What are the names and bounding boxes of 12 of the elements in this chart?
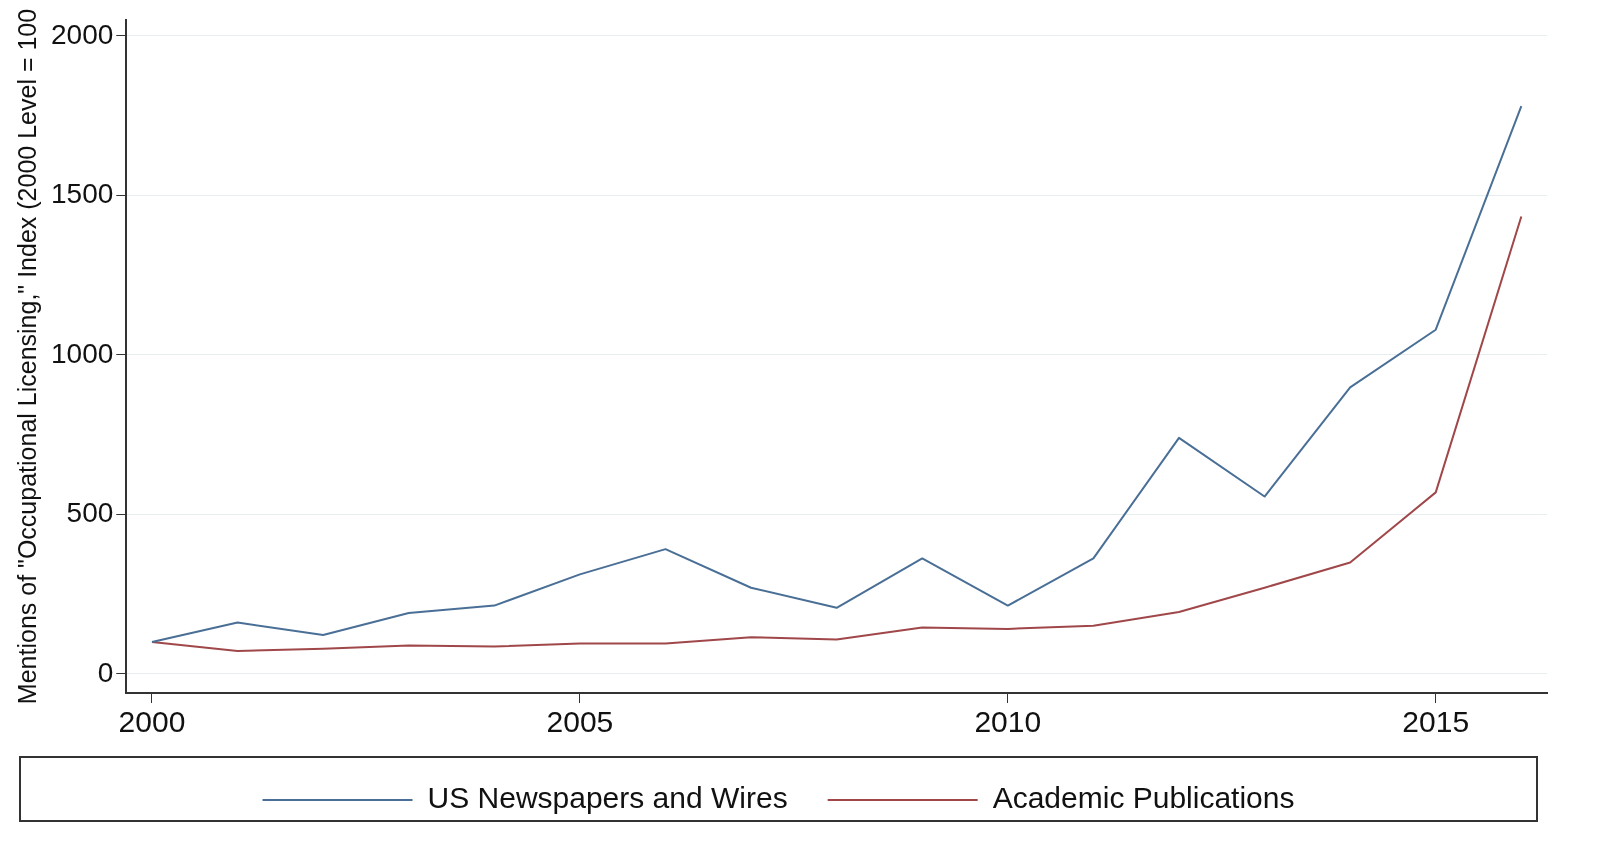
legend-label: US Newspapers and Wires <box>427 781 788 815</box>
y-tick-label: 1000 <box>50 337 114 369</box>
x-tick-label: 2015 <box>1402 705 1470 739</box>
legend-label: Academic Publications <box>992 781 1295 815</box>
y-tick-label: 0 <box>97 656 114 688</box>
y-tick-label: 1500 <box>50 178 114 210</box>
x-tick-label: 2010 <box>974 705 1042 739</box>
y-tick-label: 500 <box>66 497 114 529</box>
y-axis-title: Mentions of "Occupational Licensing," Index (2000 Level = 100 <box>12 8 41 705</box>
y-tick-label: 2000 <box>50 18 114 50</box>
x-tick-label: 2005 <box>546 705 614 739</box>
x-tick-label: 2000 <box>118 705 186 739</box>
